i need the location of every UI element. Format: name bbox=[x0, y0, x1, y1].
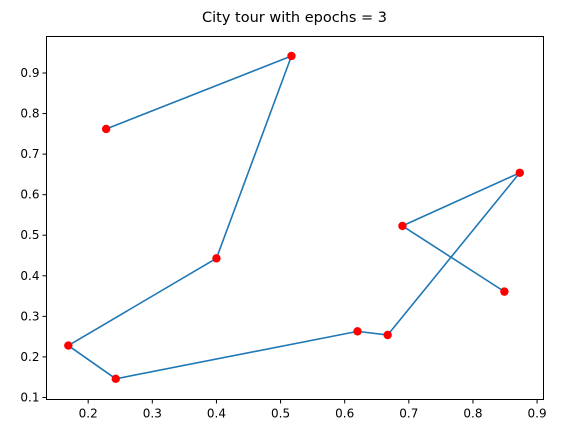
city-point bbox=[383, 330, 392, 340]
tour-segment bbox=[401, 225, 506, 293]
city-point bbox=[101, 124, 111, 134]
tour-segment bbox=[386, 171, 521, 336]
x-tick-label: 0.4 bbox=[207, 407, 226, 421]
axes-frame bbox=[46, 36, 544, 400]
y-tick-label: 0.4 bbox=[20, 269, 39, 283]
tour-segment bbox=[356, 330, 389, 336]
city-point bbox=[212, 254, 221, 263]
x-tick-label: 0.9 bbox=[528, 407, 547, 421]
series-layer bbox=[64, 51, 524, 384]
city-point bbox=[111, 374, 120, 384]
city-point bbox=[500, 287, 509, 296]
y-tick-label: 0.1 bbox=[20, 390, 39, 404]
y-tick-label: 0.5 bbox=[20, 228, 39, 242]
city-point bbox=[515, 168, 524, 177]
city-point bbox=[64, 341, 73, 350]
city-point bbox=[398, 221, 407, 231]
x-tick-label: 0.3 bbox=[143, 407, 162, 421]
x-tick-label: 0.2 bbox=[79, 407, 98, 421]
x-tick-label: 0.8 bbox=[463, 407, 482, 421]
tour-segment bbox=[215, 55, 293, 260]
x-tick-label: 0.7 bbox=[399, 407, 418, 421]
city-point bbox=[287, 51, 296, 61]
y-tick-label: 0.7 bbox=[20, 147, 39, 161]
y-tick-label: 0.2 bbox=[20, 350, 39, 364]
tour-segment bbox=[67, 257, 218, 347]
chart-title: City tour with epochs = 3 bbox=[201, 10, 388, 26]
tick-layer: 0.2 0.3 0.4 0.5 0.6 0.7 0.8 0.9 0.1 0.2 0.3 0.4 0.5 0… bbox=[20, 66, 546, 420]
x-tick-label: 0.6 bbox=[335, 407, 354, 421]
y-tick-label: 0.3 bbox=[20, 309, 39, 323]
y-tick-label: 0.8 bbox=[20, 107, 39, 121]
tour-segment bbox=[401, 171, 521, 227]
tour-segment bbox=[67, 344, 117, 380]
tour-segment bbox=[114, 330, 359, 380]
x-tick-label: 0.5 bbox=[271, 407, 290, 421]
tour-segment bbox=[105, 55, 293, 130]
y-tick-label: 0.9 bbox=[20, 66, 39, 80]
city-point bbox=[353, 327, 362, 336]
y-tick-label: 0.6 bbox=[20, 188, 39, 202]
